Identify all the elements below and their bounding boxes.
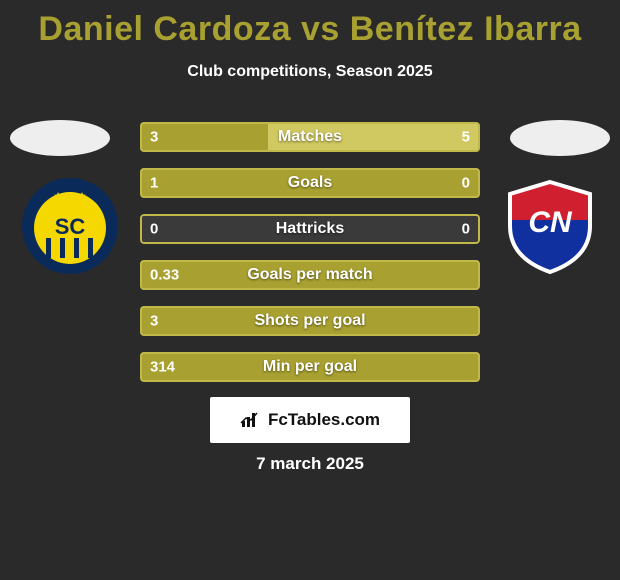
stat-label: Shots per goal xyxy=(140,312,480,330)
stat-row: 0.33Goals per match xyxy=(140,260,480,290)
stat-label: Matches xyxy=(140,128,480,146)
team1-crest: SC xyxy=(20,176,120,276)
stat-label: Goals xyxy=(140,174,480,192)
stat-label: Min per goal xyxy=(140,358,480,376)
player2-name: Benítez Ibarra xyxy=(350,10,582,48)
chart-icon xyxy=(240,411,262,429)
stat-value-right: 0 xyxy=(462,221,470,238)
subtitle: Club competitions, Season 2025 xyxy=(0,63,620,81)
comparison-bars: 3Matches51Goals00Hattricks00.33Goals per… xyxy=(140,122,480,398)
watermark-text: FcTables.com xyxy=(268,410,380,430)
stat-value-right: 0 xyxy=(462,175,470,192)
stat-row: 3Matches5 xyxy=(140,122,480,152)
stat-row: 1Goals0 xyxy=(140,168,480,198)
stat-label: Hattricks xyxy=(140,220,480,238)
svg-text:CN: CN xyxy=(528,206,573,239)
player1-name: Daniel Cardoza xyxy=(38,10,291,48)
stat-row: 0Hattricks0 xyxy=(140,214,480,244)
team2-crest: CN xyxy=(500,176,600,276)
watermark: FcTables.com xyxy=(210,397,410,443)
stat-label: Goals per match xyxy=(140,266,480,284)
page-title: Daniel Cardoza vs Benítez Ibarra xyxy=(0,0,620,49)
stat-value-right: 5 xyxy=(462,129,470,146)
stat-row: 314Min per goal xyxy=(140,352,480,382)
player1-badge xyxy=(10,120,110,156)
stat-row: 3Shots per goal xyxy=(140,306,480,336)
date-text: 7 march 2025 xyxy=(0,454,620,474)
player2-badge xyxy=(510,120,610,156)
svg-text:SC: SC xyxy=(55,214,86,239)
vs-text: vs xyxy=(301,10,340,48)
